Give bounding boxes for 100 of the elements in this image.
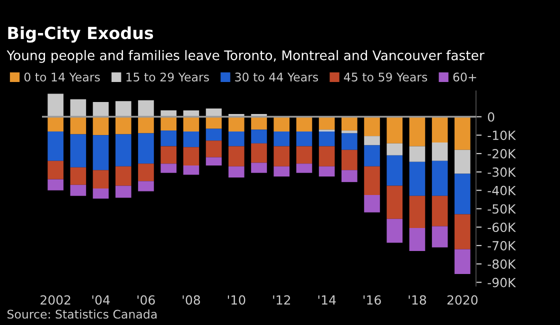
bar: [409, 162, 426, 196]
bar: [251, 143, 267, 163]
x-tick-label: '14: [318, 295, 336, 305]
bar: [296, 131, 312, 146]
x-tick-label: '18: [408, 295, 426, 305]
bar: [183, 116, 200, 132]
bar: [432, 196, 448, 226]
bar: [228, 166, 244, 178]
bar: [183, 147, 200, 166]
bar: [115, 116, 132, 134]
bar: [432, 226, 448, 248]
bar: [138, 133, 154, 164]
bar: [115, 166, 132, 186]
bar: [342, 150, 358, 170]
bar: [409, 116, 426, 146]
x-tick-label: 2020: [447, 295, 478, 305]
x-tick-label: '04: [92, 295, 110, 305]
bar: [70, 184, 86, 196]
bar: [386, 155, 403, 186]
bar: [454, 150, 470, 174]
y-tick-label: -50K: [488, 204, 516, 214]
bar: [454, 174, 470, 214]
legend-label: 30 to 44 Years: [235, 72, 318, 82]
source-note: Source: Statistics Canada: [8, 310, 157, 319]
bar: [160, 146, 176, 164]
bar: [274, 116, 290, 132]
bar: [251, 162, 267, 173]
bar: [386, 116, 403, 144]
y-tick-label: -30K: [488, 167, 516, 177]
bar: [342, 133, 358, 150]
bar: [342, 116, 358, 131]
bar: [206, 116, 222, 129]
bar: [48, 160, 64, 180]
bar: [318, 146, 335, 166]
legend-label: 15 to 29 Years: [126, 72, 209, 82]
bar: [432, 142, 448, 161]
bar: [342, 170, 358, 182]
x-tick-label: 2002: [40, 295, 70, 305]
bar: [364, 136, 380, 146]
bar: [364, 145, 380, 166]
bar: [296, 164, 312, 173]
y-tick-label: -70K: [488, 241, 516, 250]
bar: [251, 116, 267, 130]
bar: [296, 146, 312, 164]
bar: [318, 116, 335, 130]
y-tick-label: -80K: [488, 259, 516, 269]
bar: [183, 166, 200, 175]
bar: [364, 116, 380, 136]
bar: [228, 116, 244, 132]
x-tick-label: '06: [138, 295, 155, 305]
bar: [386, 186, 403, 219]
bar: [364, 194, 380, 212]
chart-title: Big-City Exodus: [8, 26, 154, 43]
bar: [70, 134, 86, 168]
bar: [206, 157, 222, 166]
bar: [274, 131, 290, 146]
bar: [364, 166, 380, 195]
bar: [454, 116, 470, 150]
x-tick-label: '16: [364, 295, 381, 305]
bar: [386, 218, 403, 243]
bar: [409, 196, 426, 228]
bar: [454, 214, 470, 250]
bar: [432, 160, 448, 196]
bar: [228, 146, 244, 166]
bar: [206, 128, 222, 141]
bar: [48, 94, 64, 117]
y-tick-label: -90K: [488, 278, 516, 288]
bar: [342, 130, 358, 134]
bar: [251, 130, 267, 144]
bar: [409, 146, 426, 162]
bar: [48, 179, 64, 190]
bar: [70, 167, 86, 185]
bar: [138, 164, 154, 182]
bar: [70, 99, 86, 117]
bar: [274, 146, 290, 166]
bar: [183, 131, 200, 148]
bar: [274, 166, 290, 177]
y-tick-label: -20K: [488, 149, 516, 158]
x-tick-label: '12: [273, 295, 290, 305]
legend-label: 60+: [453, 72, 476, 82]
y-tick-label: -40K: [488, 186, 516, 196]
bar: [386, 143, 403, 156]
bar: [138, 116, 154, 134]
chart-subtitle: Young people and families leave Toronto, Montreal and Vancouver faster: [6, 50, 484, 63]
y-tick-label: -60K: [488, 222, 516, 232]
x-tick-label: '10: [228, 295, 246, 305]
bar: [454, 249, 470, 274]
bar: [318, 131, 335, 146]
bar: [138, 181, 154, 192]
legend-label: 0 to 14 Years: [24, 72, 100, 82]
bar: [115, 134, 132, 166]
bar: [409, 228, 426, 252]
bar: [92, 188, 109, 199]
legend-label: 45 to 59 Years: [344, 72, 428, 82]
bar: [160, 164, 176, 173]
bar: [92, 170, 109, 188]
bar: [160, 116, 176, 131]
bar: [228, 131, 244, 146]
bar: [92, 102, 109, 117]
x-tick-label: '08: [182, 295, 200, 305]
